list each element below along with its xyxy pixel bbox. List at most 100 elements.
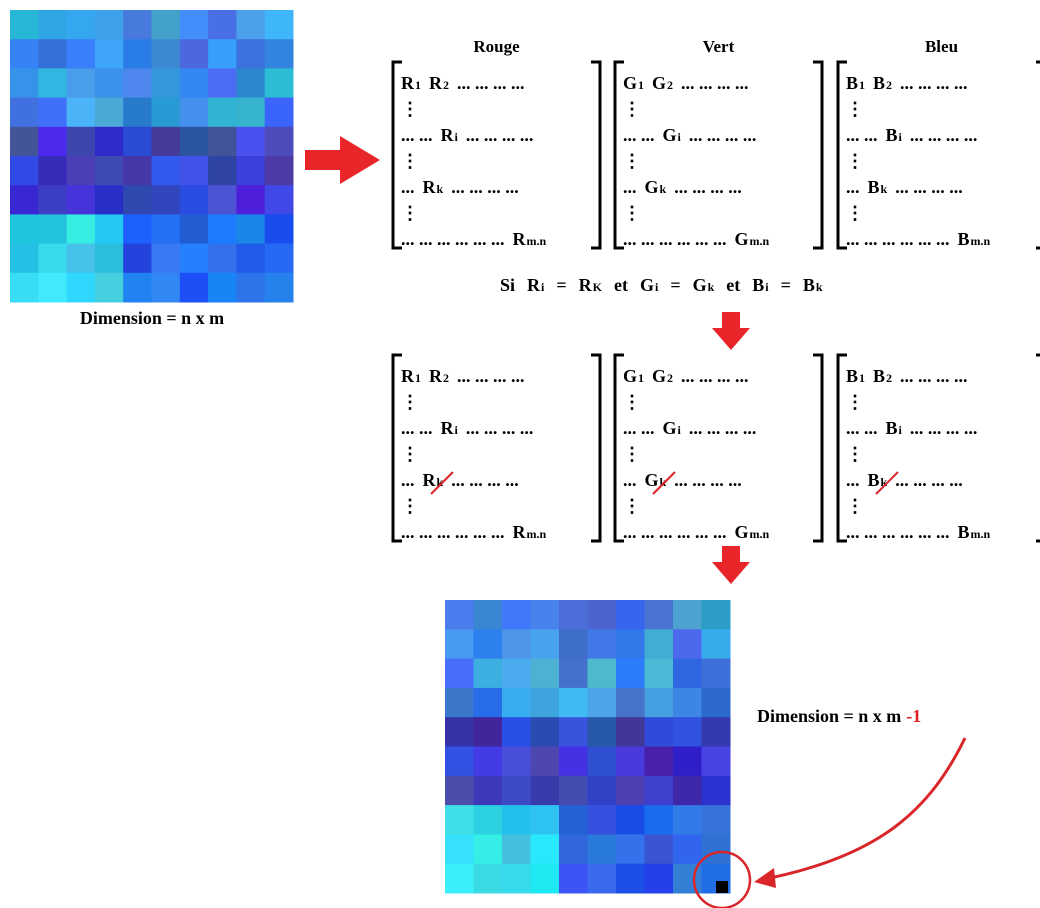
pixel-block: [123, 214, 152, 244]
pixel-block: [38, 273, 67, 303]
pixel-block: [38, 39, 67, 69]
subscript: m.n: [750, 234, 770, 248]
token: ⋮: [846, 496, 864, 516]
pixel-block: [588, 717, 617, 747]
token: ... ... ... ...: [689, 125, 757, 145]
token: G: [652, 366, 666, 386]
pixel-block: [559, 747, 588, 777]
pixel-block: [445, 688, 474, 718]
matrix-row: ⋮: [401, 203, 419, 223]
token: et: [614, 275, 628, 295]
pixel-block: [67, 185, 96, 215]
token: ... ... ... ...: [910, 418, 978, 438]
token: ... ... ... ...: [466, 418, 534, 438]
pixel-block: [645, 629, 674, 659]
pixel-block: [265, 244, 294, 274]
token: R: [527, 275, 541, 295]
matrix-row: ...Rk... ... ... ...: [401, 470, 519, 490]
token: ... ... ... ...: [681, 73, 749, 93]
caption-before: Dimension = n x m: [80, 308, 224, 328]
matrix-row: R1R2... ... ... ...: [401, 73, 525, 93]
pixel-block: [67, 156, 96, 186]
token: R: [401, 73, 415, 93]
pixel-block: [588, 776, 617, 806]
pixel-block: [152, 156, 181, 186]
pixel-block: [673, 688, 702, 718]
pixel-block: [38, 10, 67, 40]
token: G: [623, 366, 637, 386]
token: ... ... ... ... ... ...: [401, 522, 505, 542]
right-arrow: [305, 136, 380, 184]
token: G: [623, 73, 637, 93]
subscript: i: [678, 130, 682, 144]
pixel-block: [208, 214, 237, 244]
subscript: 1: [415, 371, 421, 385]
pixel-block: [588, 834, 617, 864]
pixel-block: [10, 185, 39, 215]
token: R: [513, 229, 527, 249]
matrix-row: ... ... ... ... ... ...Bm.n: [846, 522, 991, 542]
pixel-block: [531, 688, 560, 718]
token: ... ... ... ...: [457, 73, 525, 93]
subscript: i: [455, 423, 459, 437]
token: ... ... ... ...: [451, 470, 519, 490]
pixel-block: [208, 68, 237, 98]
subscript: 1: [415, 78, 421, 92]
pixel-block: [474, 747, 503, 777]
matrix-title: Vert: [703, 37, 735, 56]
pixel-block: [10, 244, 39, 274]
token: ... ... ... ...: [681, 366, 749, 386]
bracket: [591, 355, 600, 541]
pixel-block: [502, 717, 531, 747]
token: ... ...: [623, 418, 655, 438]
matrix-row: ⋮: [401, 99, 419, 119]
pixel-block: [10, 10, 39, 40]
pixel-block: [152, 39, 181, 69]
token: ⋮: [623, 99, 641, 119]
token: B: [846, 73, 858, 93]
matrix-row: ...Gk... ... ... ...: [623, 177, 742, 197]
pixel-block: [208, 156, 237, 186]
matrix-row: ... ...Bi... ... ... ...: [846, 125, 977, 145]
pixel-block: [123, 10, 152, 40]
pixel-block: [208, 273, 237, 303]
token: ... ... ... ... ... ...: [623, 522, 727, 542]
subscript: k: [816, 280, 823, 294]
token: ... ... ... ...: [895, 177, 963, 197]
pixel-block: [67, 273, 96, 303]
matrix-title: Bleu: [925, 37, 958, 56]
pixel-block: [502, 659, 531, 689]
pixel-block: [67, 127, 96, 157]
matrix-row: ⋮: [846, 99, 864, 119]
token: G: [645, 177, 659, 197]
pixel-block: [95, 214, 124, 244]
token: B: [886, 125, 898, 145]
matrix-row: B1B2... ... ... ...: [846, 366, 968, 386]
pixel-block: [502, 629, 531, 659]
pixel-block: [474, 805, 503, 835]
pixel-block: [531, 659, 560, 689]
token: =: [670, 275, 680, 295]
pixel-block: [445, 600, 474, 630]
pixel-block: [559, 659, 588, 689]
token: ⋮: [401, 392, 419, 412]
pixel-block: [588, 747, 617, 777]
pixel-block: [95, 273, 124, 303]
pixel-block: [445, 864, 474, 894]
matrix-row: ... ... ... ... ... ...Gm.n: [623, 522, 770, 542]
token: ⋮: [401, 444, 419, 464]
down-arrow: [712, 546, 750, 584]
result-image: [445, 600, 731, 894]
subscript: 2: [886, 371, 892, 385]
pixel-block: [180, 10, 209, 40]
pixel-block: [559, 717, 588, 747]
pixel-block: [531, 834, 560, 864]
pixel-block: [645, 659, 674, 689]
pixel-block: [180, 98, 209, 128]
pixel-block: [645, 834, 674, 864]
pixel-block: [180, 214, 209, 244]
pixel-block: [702, 600, 731, 630]
subscript: 2: [667, 371, 673, 385]
